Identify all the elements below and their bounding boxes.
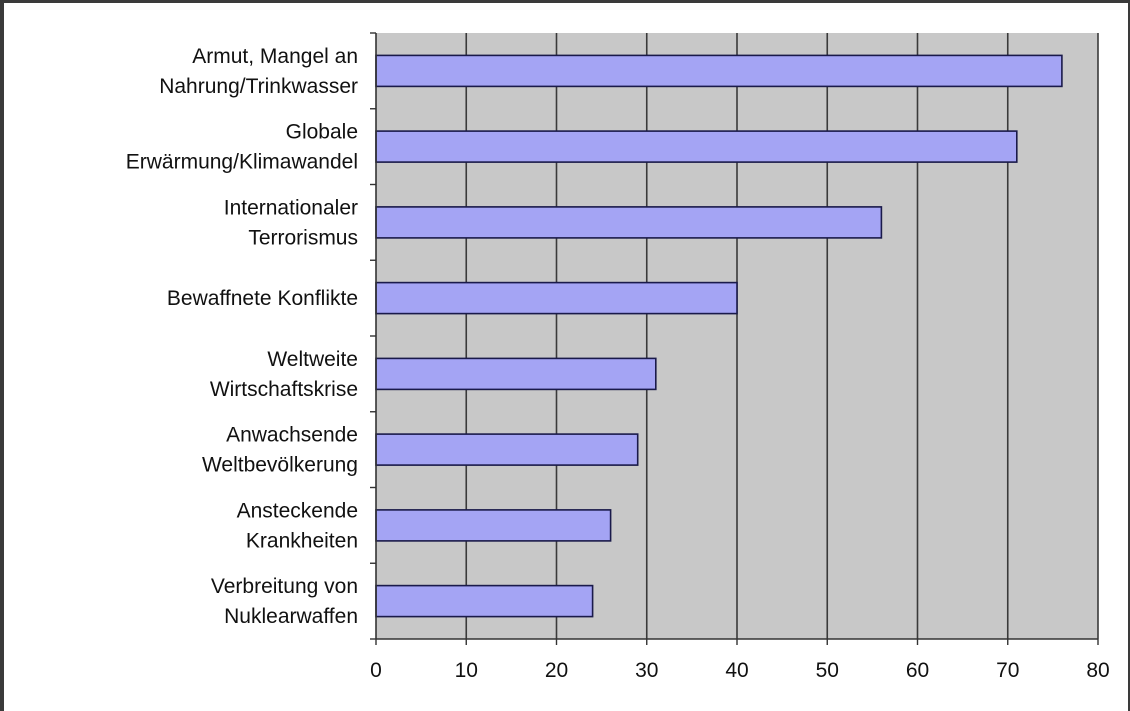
x-tick-label: 70 (996, 659, 1019, 682)
category-label: Armut, Mangel an Nahrung/Trinkwasser (159, 45, 358, 98)
x-tick-label: 50 (816, 659, 839, 682)
bar (375, 206, 883, 239)
x-tick-label: 30 (635, 659, 658, 682)
category-label: Ansteckende Krankheiten (237, 499, 358, 552)
bar (375, 509, 612, 542)
x-tick-label: 10 (455, 659, 478, 682)
bar (375, 130, 1018, 163)
category-labels: Armut, Mangel an Nahrung/Trinkwasser Globa… (126, 45, 358, 628)
category-label: Anwachsende Weltbevölkerung (202, 424, 358, 477)
axes (370, 32, 1099, 645)
bar (375, 281, 738, 315)
category-label: Internationaler Terrorismus (224, 196, 358, 249)
bar (375, 584, 594, 618)
bar (375, 433, 639, 466)
bar (375, 54, 1063, 88)
category-label: Globale Erwärmung/Klimawandel (126, 121, 358, 174)
category-label: Weltweite Wirtschaftskrise (210, 348, 358, 401)
bar (375, 357, 657, 391)
x-tick-label: 40 (725, 659, 748, 682)
x-tick-labels: 0 10 20 30 40 50 60 70 80 (370, 659, 1110, 682)
x-tick-label: 0 (370, 659, 382, 682)
x-tick-label: 80 (1086, 659, 1109, 682)
bar-chart: Armut, Mangel an Nahrung/Trinkwasser Globa… (126, 32, 1110, 682)
x-tick-label: 20 (545, 659, 568, 682)
x-tick-label: 60 (906, 659, 929, 682)
category-label: Verbreitung von Nuklearwaffen (211, 575, 358, 628)
category-label: Bewaffnete Konflikte (167, 287, 358, 310)
